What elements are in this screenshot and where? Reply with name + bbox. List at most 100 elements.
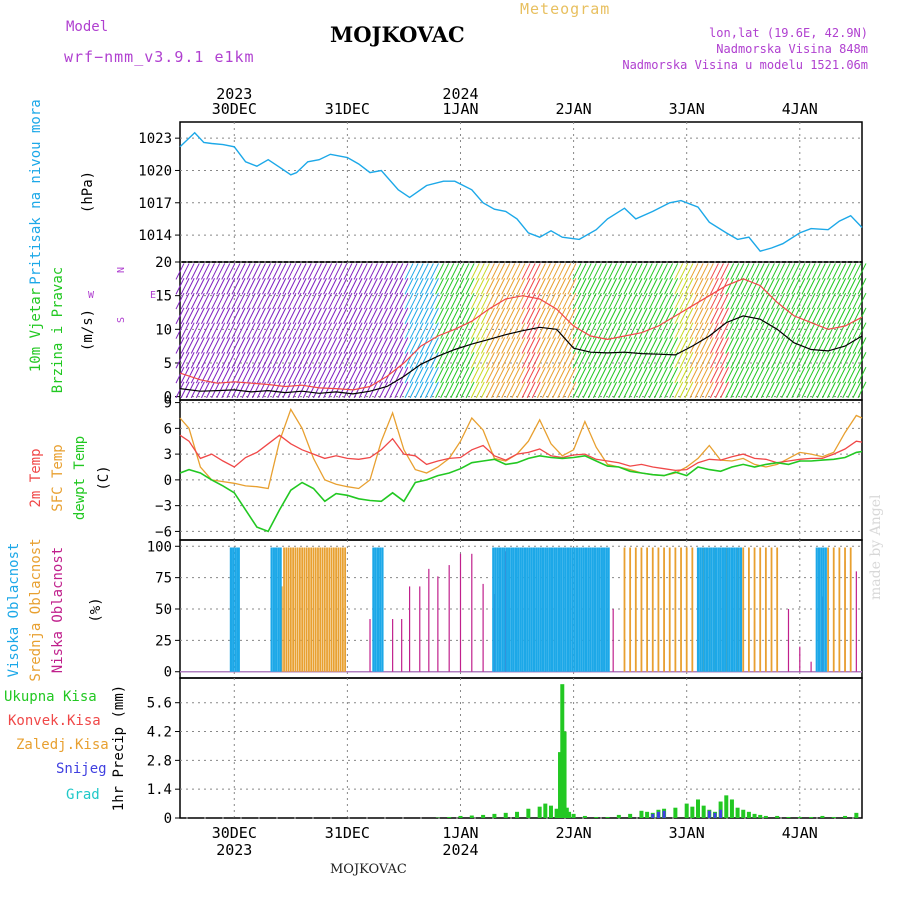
cloud-ylabel-2: Srednja Oblacnost — [28, 538, 44, 681]
wind-barb — [292, 366, 302, 384]
wind-barb — [460, 307, 470, 325]
wind-barb — [307, 263, 317, 280]
wind-barb — [201, 263, 210, 280]
wind-barb — [404, 263, 414, 280]
wind-barb — [735, 337, 745, 354]
wind-barb — [450, 278, 460, 295]
wind-barb — [475, 292, 485, 310]
wind-barb — [297, 337, 307, 354]
wind-barb — [486, 263, 495, 280]
wind-barb — [811, 292, 821, 310]
wind-barb — [699, 278, 709, 295]
wind-barb — [277, 381, 287, 399]
wind-barb — [480, 352, 490, 369]
precip-bar — [820, 815, 825, 818]
wind-barb — [613, 307, 623, 325]
wind-barb — [653, 278, 663, 295]
wind-barb — [338, 337, 348, 354]
snow-bar — [713, 812, 717, 818]
wind-barb — [669, 322, 679, 339]
wind-barb — [480, 322, 490, 339]
wind-barb — [709, 292, 719, 310]
wind-barb — [465, 381, 475, 399]
wind-barb — [582, 366, 592, 384]
wind-barb — [358, 278, 368, 295]
snow-bar — [719, 809, 723, 818]
wind-barb — [231, 352, 241, 369]
wind-barb — [760, 278, 770, 295]
wind-barb — [806, 292, 816, 310]
wind-barb — [470, 278, 480, 295]
wind-barb — [526, 278, 536, 295]
wind-barb — [832, 381, 841, 399]
wind-barb — [190, 307, 200, 325]
wind-barb — [587, 381, 597, 399]
precip-bar — [537, 806, 542, 818]
top-day-label: 2JAN — [556, 100, 592, 118]
wind-barb — [842, 381, 852, 399]
wind-barb — [318, 352, 327, 369]
wind-barb — [776, 366, 786, 384]
wind-barb — [572, 278, 582, 295]
wind-barb — [832, 322, 841, 339]
wind-barb — [699, 307, 709, 325]
temp-ylabel-1: 2m Temp — [28, 448, 44, 507]
y-tick-label: 9 — [164, 396, 172, 412]
wind-barb — [506, 337, 516, 354]
wind-barb — [562, 381, 572, 399]
wind-barb — [542, 337, 551, 354]
wind-barb — [704, 307, 714, 325]
wind-barb — [618, 352, 628, 369]
wind-barb — [837, 263, 847, 280]
wind-barb — [374, 278, 383, 295]
wind-barb — [399, 381, 409, 399]
pressure-ylabel: Pritisak na nivou mora — [28, 99, 44, 284]
wind-barb — [618, 292, 628, 310]
wind-barb — [190, 263, 200, 280]
wind-barb — [827, 263, 836, 280]
wind-barb — [679, 278, 689, 295]
wind-barb — [648, 263, 658, 280]
wind-barb — [536, 337, 546, 354]
wind-barb — [521, 292, 531, 310]
wind-barb — [277, 307, 287, 325]
wind-barb — [399, 263, 409, 280]
precip-bar — [763, 815, 768, 818]
wind-barb — [659, 278, 668, 295]
wind-barb — [389, 292, 399, 310]
wind-barb — [582, 263, 592, 280]
wind-barb — [480, 263, 490, 280]
wind-barb — [175, 337, 185, 354]
wind-barb — [643, 292, 653, 310]
wind-barb — [297, 292, 307, 310]
wind-barb — [760, 263, 770, 280]
wind-barb — [597, 352, 607, 369]
y-tick-label: 15 — [155, 289, 172, 305]
wind-barb — [618, 322, 628, 339]
wind-barb — [246, 263, 256, 280]
wind-barb — [450, 352, 460, 369]
wind-barb — [684, 366, 694, 384]
wind-barb — [190, 352, 200, 369]
wind-barb — [333, 322, 343, 339]
wind-barb — [312, 263, 322, 280]
wind-barb — [440, 352, 450, 369]
wind-barb — [399, 337, 409, 354]
wind-barb — [618, 366, 628, 384]
wind-barb — [715, 292, 724, 310]
wind-barb — [384, 307, 394, 325]
wind-barb — [786, 352, 796, 369]
wind-barb — [267, 337, 277, 354]
wind-barb — [358, 337, 368, 354]
wind-barb — [501, 366, 511, 384]
wind-barb — [577, 381, 587, 399]
cloud-ylabel-1: Visoka Oblacnost — [6, 543, 22, 678]
wind-barb — [374, 352, 383, 369]
y-tick-label: 5 — [164, 356, 172, 372]
wind-barb — [786, 366, 796, 384]
wind-barb — [730, 337, 740, 354]
snow-bar — [662, 810, 666, 818]
wind-barb — [740, 381, 750, 399]
wind-barb — [653, 322, 663, 339]
wind-barb — [536, 366, 546, 384]
